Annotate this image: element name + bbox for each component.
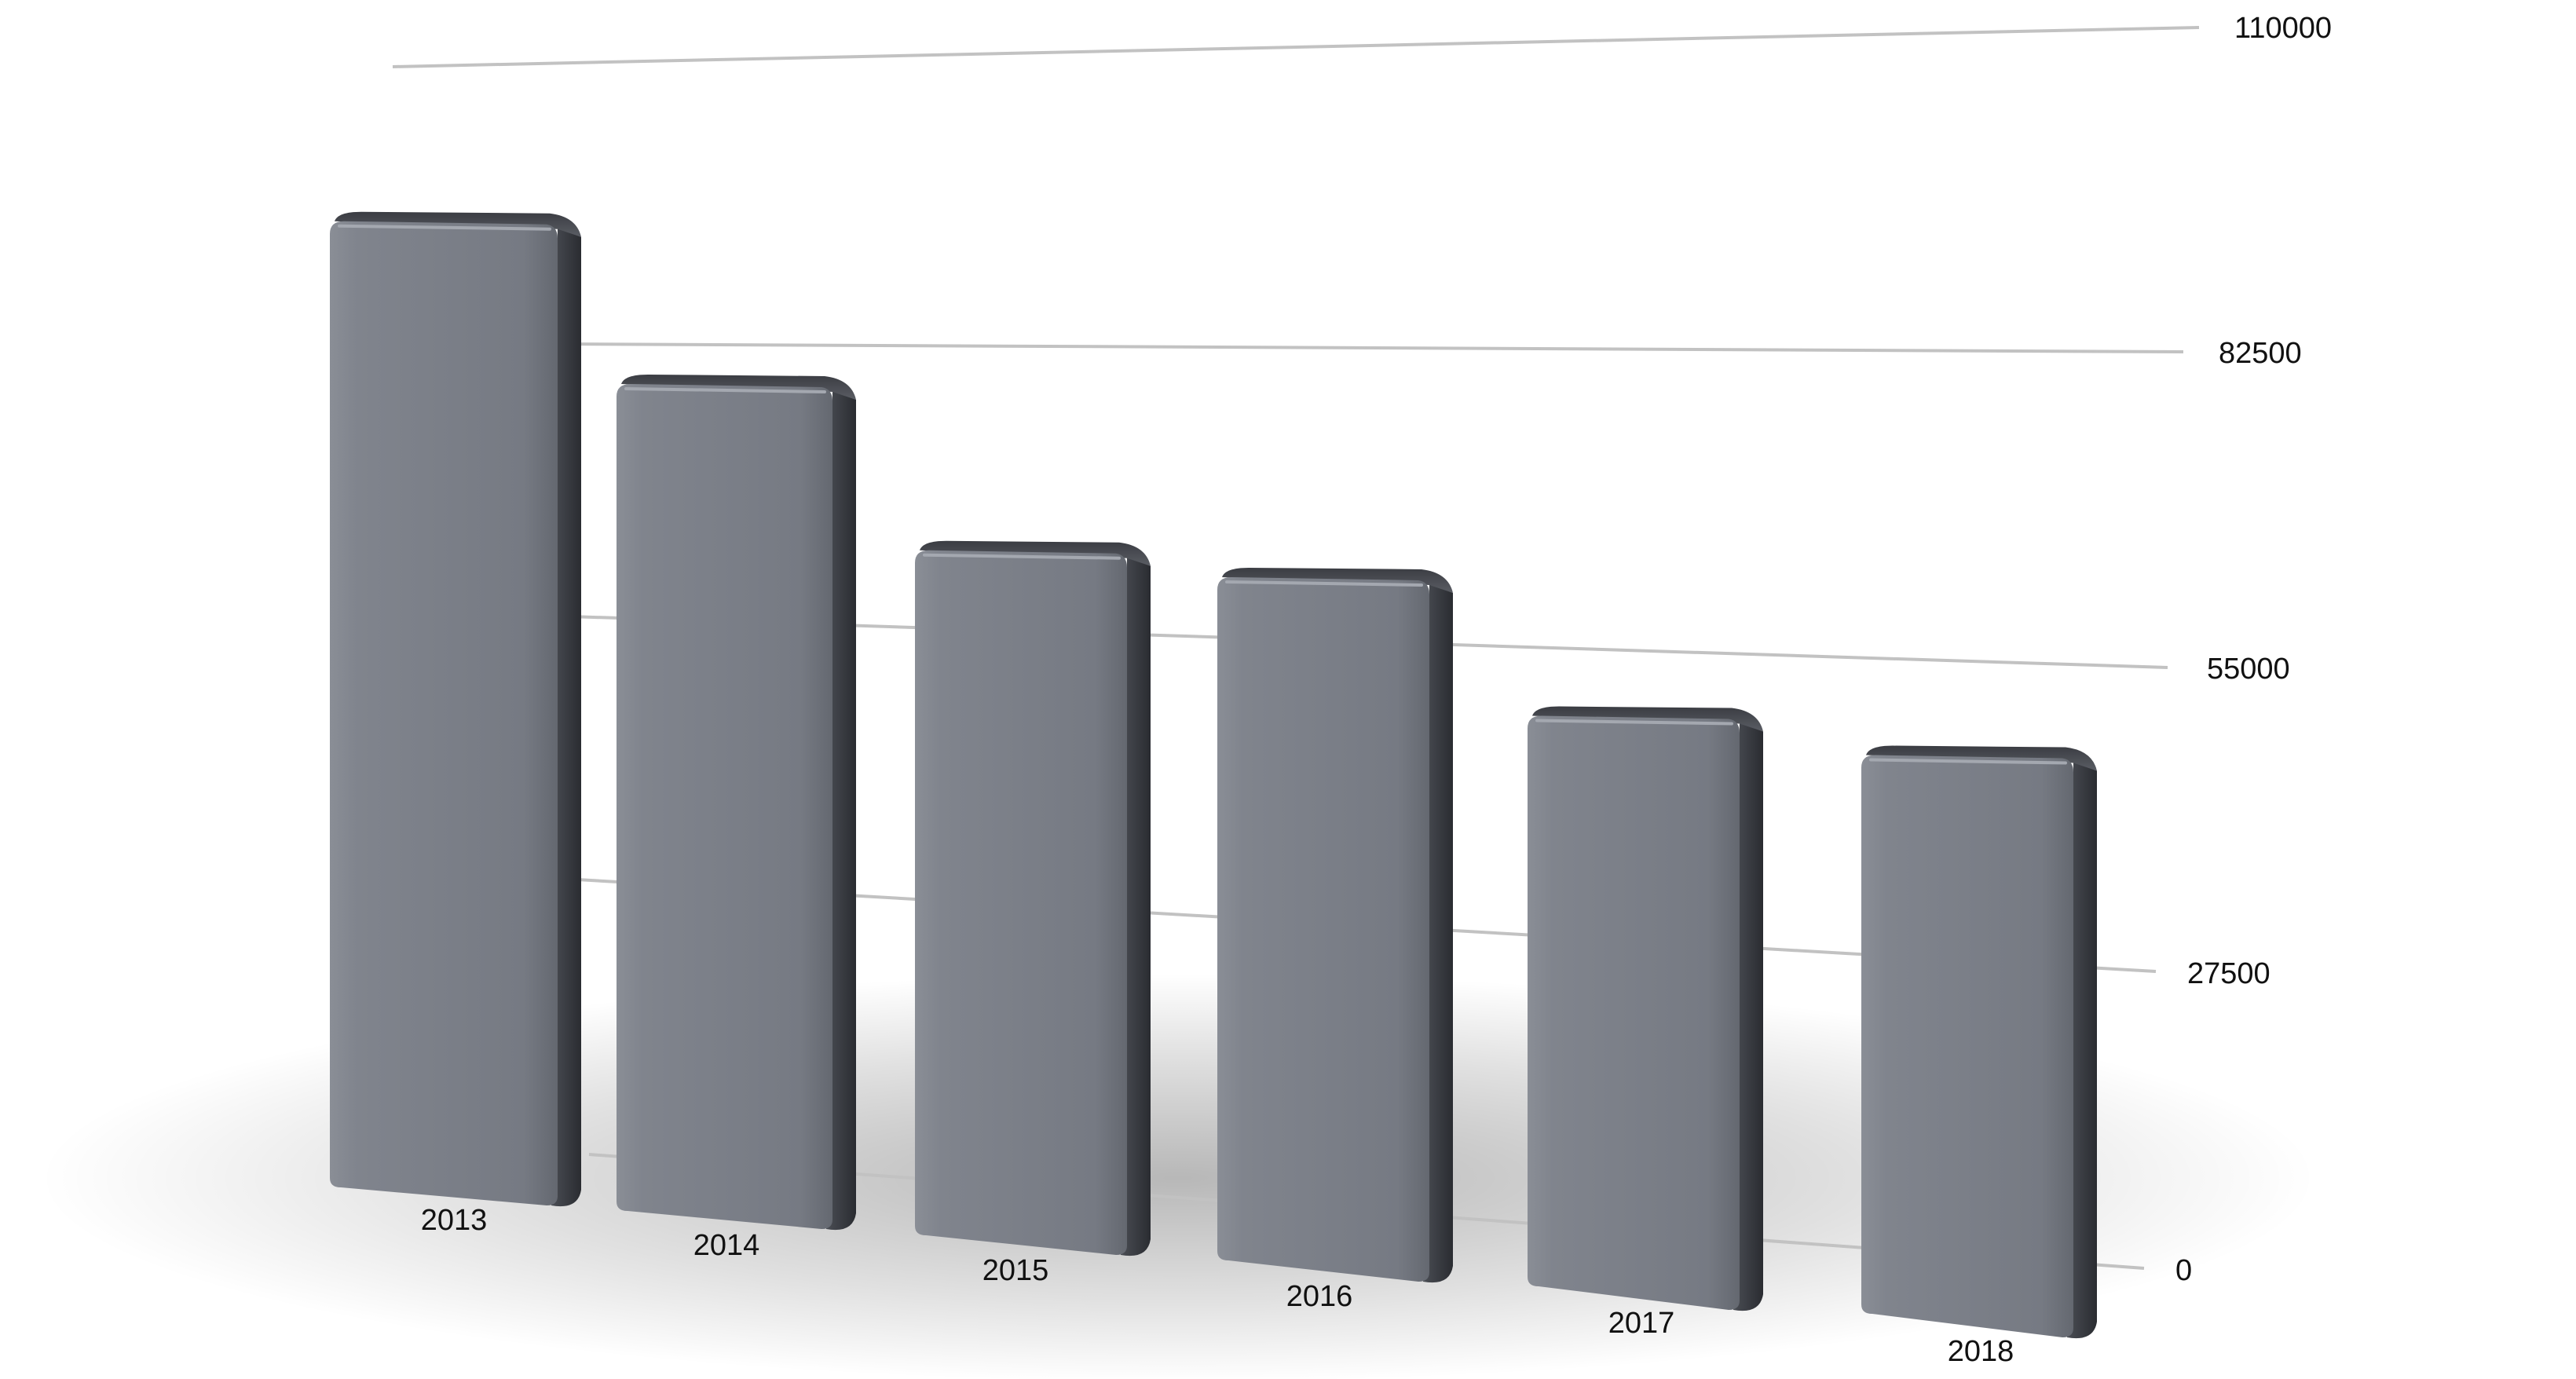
x-tick-label: 2014 <box>693 1229 760 1262</box>
y-tick-label: 110000 <box>2234 12 2332 45</box>
bar-2017 <box>1528 706 1763 1311</box>
bar-2016 <box>1217 567 1453 1283</box>
x-tick-label: 2013 <box>421 1204 488 1237</box>
y-tick-label: 0 <box>2175 1254 2192 1287</box>
x-axis-labels: 2013 2014 2015 2016 2017 2018 <box>421 1204 2014 1368</box>
bar-2013 <box>330 211 581 1207</box>
x-tick-label: 2016 <box>1286 1280 1353 1313</box>
gridline <box>392 26 2200 68</box>
bar-2015 <box>915 540 1151 1256</box>
x-tick-label: 2017 <box>1608 1307 1675 1340</box>
bars <box>330 211 2097 1339</box>
y-axis-labels: 0 27500 55000 82500 110000 <box>2175 12 2332 1287</box>
x-tick-label: 2018 <box>1948 1335 2014 1368</box>
y-tick-label: 55000 <box>2207 653 2290 686</box>
x-tick-label: 2015 <box>982 1254 1049 1287</box>
bar-2018 <box>1861 745 2097 1339</box>
y-tick-label: 82500 <box>2219 337 2302 370</box>
bar-2014 <box>617 374 856 1231</box>
y-tick-label: 27500 <box>2187 957 2270 990</box>
gridline <box>561 342 2184 353</box>
